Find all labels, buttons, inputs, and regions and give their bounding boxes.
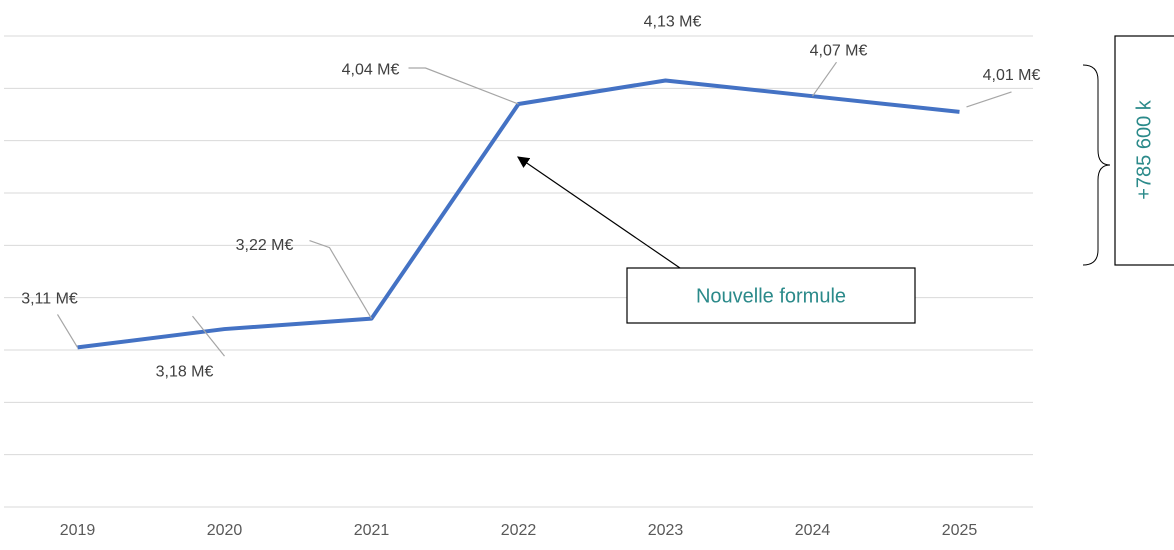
x-tick-label: 2022: [501, 522, 537, 539]
delta-text: +785 600 k: [1133, 99, 1155, 200]
delta-box: [1114, 35, 1174, 266]
x-tick-label: 2021: [354, 522, 390, 539]
data-label: 3,22 M€: [236, 237, 294, 254]
data-label: 4,04 M€: [342, 61, 400, 78]
data-label: 3,11 M€: [21, 291, 78, 308]
x-tick-label: 2025: [942, 522, 978, 539]
x-tick-label: 2019: [60, 522, 96, 539]
leader-line: [812, 61, 837, 97]
leader-line: [309, 240, 373, 319]
data-label: 3,18 M€: [156, 363, 214, 380]
x-tick-label: 2024: [795, 522, 831, 539]
data-label: 4,01 M€: [983, 67, 1041, 84]
leader-line: [192, 315, 225, 357]
data-label: 4,07 M€: [810, 42, 868, 59]
leader-line: [966, 91, 1012, 108]
x-tick-label: 2023: [648, 522, 684, 539]
brace: [1082, 64, 1111, 266]
data-label: 4,13 M€: [644, 14, 702, 31]
leader-line: [408, 67, 519, 105]
x-tick-label: 2020: [207, 522, 243, 539]
annotation-arrow: [517, 156, 681, 269]
leader-line: [56, 314, 79, 348]
annotation-text: Nouvelle formule: [696, 285, 846, 307]
annotation-box: [626, 267, 916, 324]
